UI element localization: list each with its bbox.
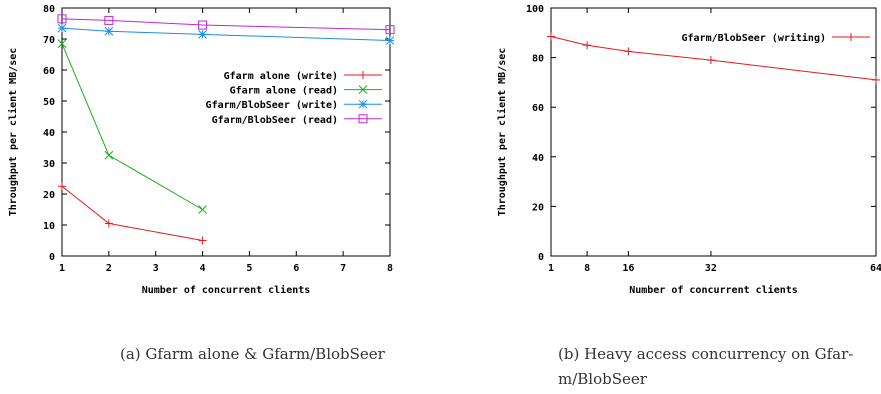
data-point [104,219,113,228]
data-point [198,236,207,245]
data-point [57,14,67,24]
series-line [61,185,203,241]
y-tick-label: 20 [532,202,544,213]
data-point [198,29,207,39]
plot-frame [61,7,391,257]
caption-a: (a) Gfarm alone & Gfarm/BlobSeer [120,345,385,363]
legend-marker [359,71,367,79]
legend-marker [847,33,855,41]
x-tick-label: 8 [387,263,393,274]
y-tick-label: 60 [532,103,544,114]
x-tick-label: 1 [59,263,65,274]
data-point [58,182,66,191]
y-tick-label: 40 [43,128,55,139]
y-tick-label: 40 [532,153,544,164]
plot-frame [550,7,877,257]
y-tick-label: 10 [43,221,55,232]
x-tick-label: 8 [584,263,590,274]
series-line [61,27,391,42]
legend-label: Gfarm alone (read) [230,86,338,97]
y-axis-title: Throughput per client MB/sec [496,48,508,217]
y-tick-label: 70 [43,35,55,46]
data-point [583,41,592,50]
x-tick-label: 1 [548,263,554,274]
x-axis-title: Number of concurrent clients [629,284,798,296]
y-tick-label: 0 [538,252,544,263]
x-tick-label: 3 [153,263,159,274]
x-tick-label: 16 [622,263,634,274]
data-point [104,26,114,36]
legend-label: Gfarm/BlobSeer (write) [206,99,338,111]
data-point [198,20,208,30]
data-point [547,32,555,41]
data-point [624,47,633,56]
legend-label: Gfarm alone (write) [224,70,338,82]
x-axis-title: Number of concurrent clients [142,284,311,296]
legend-label: Gfarm/BlobSeer (read) [212,115,338,126]
caption-b-line2: m/BlobSeer [558,370,647,388]
y-tick-label: 60 [43,66,55,77]
legend-marker [358,114,368,124]
data-point [57,39,67,49]
x-tick-label: 2 [106,263,112,274]
caption-b-line1: (b) Heavy access concurrency on Gfar- [558,345,854,363]
data-point [706,56,715,65]
y-tick-label: 30 [43,159,55,170]
data-point [104,150,114,160]
legend-marker [358,99,368,109]
y-tick-label: 0 [49,252,55,263]
legend-marker [358,85,368,94]
data-point [872,75,880,84]
data-point [385,36,395,45]
x-tick-label: 6 [293,263,299,274]
x-tick-label: 64 [870,263,881,274]
data-point [57,23,67,33]
y-tick-label: 20 [43,190,55,201]
x-tick-label: 32 [705,263,717,274]
y-axis-title: Throughput per client MB/sec [7,48,19,217]
data-point [104,15,114,25]
data-point [385,25,395,35]
y-tick-label: 80 [532,54,544,65]
chart-b: 1 8 16 32 64 0 20 40 60 80 100 Number of concurrent… [496,4,881,296]
series-line [61,18,391,31]
x-tick-label: 7 [340,263,346,274]
series-line [61,43,203,210]
x-tick-label: 5 [246,263,252,274]
y-tick-label: 80 [43,4,55,15]
legend-label: Gfarm/BlobSeer (writing) [682,32,827,44]
x-tick-label: 4 [200,263,206,274]
data-point [198,205,207,214]
y-tick-label: 100 [526,4,544,15]
y-tick-label: 50 [43,97,55,108]
